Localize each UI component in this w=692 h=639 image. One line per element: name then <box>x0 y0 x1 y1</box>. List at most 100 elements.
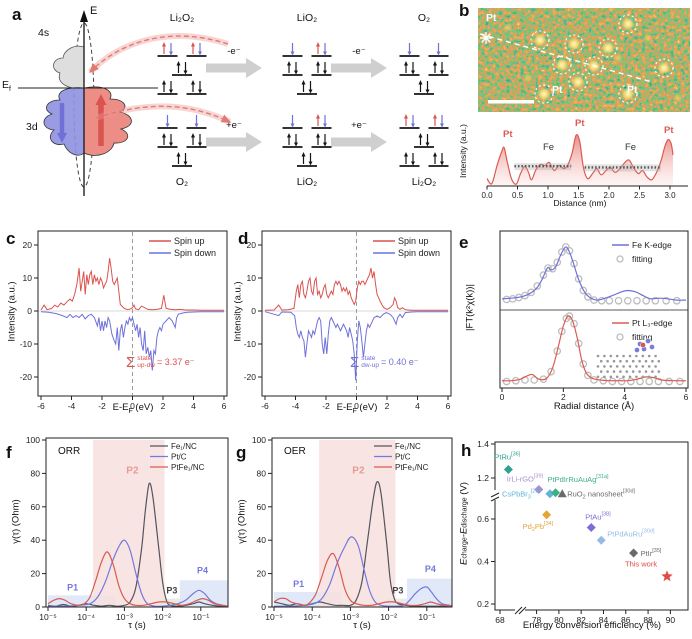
species-o2-bottom: O₂ <box>175 176 189 188</box>
svg-text:10⁻³: 10⁻³ <box>342 612 359 622</box>
svg-text:60: 60 <box>31 502 41 512</box>
e-ylabel: |FT(k²χ(k))| <box>464 284 476 331</box>
g-ylabel: γ(τ) (Ohm) <box>236 499 248 544</box>
marker-diamond <box>596 535 606 545</box>
h-xlabel: Energy conversion efficiency (%) <box>522 620 662 631</box>
band-4s-label: 4s <box>38 27 50 39</box>
marker-diamond <box>534 485 544 495</box>
svg-text:PtFe₁/NC: PtFe₁/NC <box>171 463 205 472</box>
svg-text:-20: -20 <box>244 372 257 382</box>
oxidation-step-label-2: -e⁻ <box>352 46 366 57</box>
svg-text:4: 4 <box>622 392 627 402</box>
mo-diagram <box>157 115 207 167</box>
svg-text:fitting: fitting <box>632 332 653 342</box>
svg-text:80: 80 <box>31 468 41 478</box>
panel-label-a: a <box>12 5 22 24</box>
species-lio2-bottom: LiO₂ <box>296 176 318 188</box>
c-ylabel: Intensity (a.u.) <box>6 281 18 342</box>
svg-text:This work: This work <box>625 559 657 568</box>
svg-text:1.2: 1.2 <box>477 473 489 483</box>
svg-text:0: 0 <box>27 306 32 316</box>
panel-label-h: h <box>461 441 472 460</box>
pt-site-label-3: Pt <box>627 84 638 96</box>
marker-diamond <box>545 489 555 499</box>
svg-text:PtPdAuRu[30d]: PtPdAuRu[30d] <box>607 528 655 538</box>
svg-text:10⁻²: 10⁻² <box>380 612 397 622</box>
svg-text:80: 80 <box>554 615 564 625</box>
stm-image <box>478 8 690 112</box>
svg-text:IrLi-rGO[39]: IrLi-rGO[39] <box>507 474 544 484</box>
svg-text:Pt: Pt <box>503 129 513 140</box>
g-xlabel: τ (s) <box>353 620 371 631</box>
svg-text:78: 78 <box>532 615 542 625</box>
svg-text:20: 20 <box>23 240 33 250</box>
marker-diamond <box>629 548 639 558</box>
e-xlabel: Radial distance (Å) <box>553 401 635 412</box>
marker-diamond <box>586 523 596 532</box>
svg-text:Fe K-edge: Fe K-edge <box>632 240 672 250</box>
svg-text:10⁻⁵: 10⁻⁵ <box>39 612 56 622</box>
pt-cluster-circle <box>534 84 554 104</box>
svg-text:Fe₁/NC: Fe₁/NC <box>171 442 197 451</box>
reduction-step-label-1: +e⁻ <box>226 120 242 131</box>
energy-axis-label: E <box>90 5 98 17</box>
stm-noise-background <box>478 8 690 112</box>
b-profile-xlabel: Distance (nm) <box>553 198 607 208</box>
svg-text:Pt L₃-edge: Pt L₃-edge <box>632 318 673 328</box>
svg-text:0: 0 <box>500 392 505 402</box>
mo-diagram <box>399 43 449 95</box>
svg-text:40: 40 <box>31 535 41 545</box>
series-Pt/C <box>47 539 228 607</box>
svg-text:PtRu[36]: PtRu[36] <box>494 452 520 462</box>
svg-text:PtPdIrRuAuAg[31a]: PtPdIrRuAuAg[31a] <box>548 474 609 484</box>
svg-text:P3: P3 <box>392 586 403 596</box>
svg-text:0: 0 <box>251 306 256 316</box>
edge-line-1 <box>501 315 687 382</box>
species-li2o2-top: Li₂O₂ <box>169 12 195 24</box>
svg-text:6: 6 <box>222 401 227 411</box>
panel-label-e: e <box>459 233 469 252</box>
svg-text:-6: -6 <box>37 401 45 411</box>
svg-text:3.0: 3.0 <box>664 191 676 200</box>
svg-text:Spin down: Spin down <box>398 248 440 258</box>
series-PtFe₁/NC <box>273 552 452 607</box>
panel-a-graphics <box>18 10 449 196</box>
mo-diagram <box>399 114 449 167</box>
svg-text:-2: -2 <box>98 401 106 411</box>
edge-line-0 <box>501 246 687 301</box>
svg-text:10: 10 <box>23 273 33 283</box>
svg-text:Pt/C: Pt/C <box>171 453 187 462</box>
svg-text:4: 4 <box>191 401 196 411</box>
svg-text:P2: P2 <box>352 465 365 476</box>
d-ylabel: Intensity (a.u.) <box>232 281 244 342</box>
svg-text:0: 0 <box>35 602 40 612</box>
svg-text:P4: P4 <box>425 564 436 574</box>
svg-text:20: 20 <box>247 240 257 250</box>
series-PtFe₁/NC <box>47 551 228 607</box>
pt-cluster-circle <box>584 56 604 76</box>
region-P1 <box>48 595 115 607</box>
svg-text:4: 4 <box>415 401 420 411</box>
pt-cluster-circle <box>530 30 550 50</box>
svg-text:1.5: 1.5 <box>573 191 585 200</box>
pt-site-label-1: Pt <box>486 12 497 24</box>
pt-cluster-circle <box>552 55 572 75</box>
series-Spin up <box>40 258 224 311</box>
species-li2o2-bottom: Li₂O₂ <box>411 176 437 188</box>
svg-text:40: 40 <box>257 535 267 545</box>
c-xlabel: E-EF (eV) <box>112 402 154 415</box>
svg-text:-4: -4 <box>68 401 76 411</box>
species-o2-top: O₂ <box>417 12 431 24</box>
svg-text:P3: P3 <box>166 586 177 596</box>
svg-text:0: 0 <box>354 401 359 411</box>
svg-text:10⁻²: 10⁻² <box>154 612 171 622</box>
svg-text:-2: -2 <box>322 401 330 411</box>
b-profile-ylabel: Intensity (a.u.) <box>458 124 468 178</box>
svg-text:10⁻¹: 10⁻¹ <box>192 612 209 622</box>
svg-text:2.0: 2.0 <box>603 191 615 200</box>
svg-text:Spin up: Spin up <box>174 236 205 246</box>
svg-text:-10: -10 <box>20 339 33 349</box>
